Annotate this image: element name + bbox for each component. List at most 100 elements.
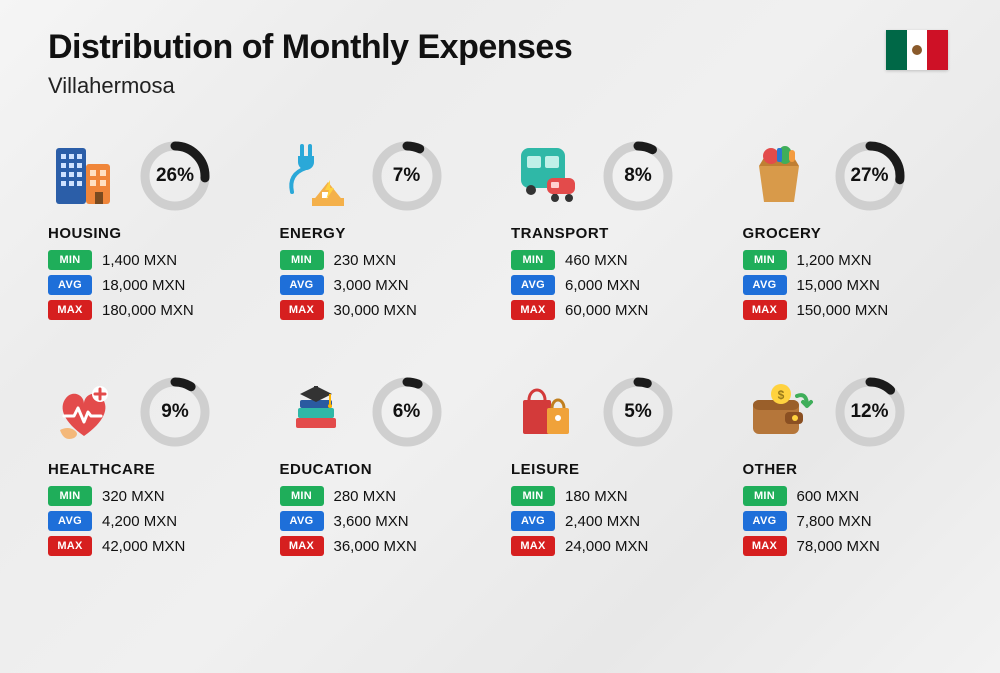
avg-tag: AVG: [743, 511, 787, 531]
page-subtitle: Villahermosa: [48, 73, 952, 99]
avg-value: 15,000 MXN: [797, 277, 880, 294]
min-value: 320 MXN: [102, 488, 165, 505]
avg-tag: AVG: [511, 275, 555, 295]
category-label: TRANSPORT: [511, 225, 721, 242]
max-value: 180,000 MXN: [102, 302, 194, 319]
max-tag: MAX: [48, 300, 92, 320]
max-tag: MAX: [48, 536, 92, 556]
percent-value: 7%: [370, 139, 444, 213]
category-label: LEISURE: [511, 461, 721, 478]
category-card-housing: 26% HOUSING MIN 1,400 MXN AVG 18,000 MXN…: [48, 137, 258, 325]
max-value: 42,000 MXN: [102, 538, 185, 555]
max-tag: MAX: [743, 300, 787, 320]
stat-row-min: MIN 1,200 MXN: [743, 250, 953, 270]
education-icon: [280, 376, 352, 448]
max-value: 60,000 MXN: [565, 302, 648, 319]
stat-row-min: MIN 1,400 MXN: [48, 250, 258, 270]
min-tag: MIN: [743, 250, 787, 270]
max-value: 30,000 MXN: [334, 302, 417, 319]
grocery-icon: [743, 140, 815, 212]
percent-donut: 12%: [833, 375, 907, 449]
percent-donut: 6%: [370, 375, 444, 449]
avg-value: 2,400 MXN: [565, 513, 640, 530]
page-title: Distribution of Monthly Expenses: [48, 28, 952, 67]
min-value: 1,400 MXN: [102, 252, 177, 269]
stat-row-max: MAX 42,000 MXN: [48, 536, 258, 556]
percent-value: 8%: [601, 139, 675, 213]
min-tag: MIN: [48, 486, 92, 506]
mexico-flag-icon: [886, 30, 948, 70]
leisure-icon: [511, 376, 583, 448]
min-tag: MIN: [280, 486, 324, 506]
bus-icon: [511, 140, 583, 212]
stat-row-min: MIN 460 MXN: [511, 250, 721, 270]
svg-text:$: $: [777, 388, 784, 402]
category-card-leisure: 5% LEISURE MIN 180 MXN AVG 2,400 MXN MAX…: [511, 373, 721, 561]
category-card-transport: 8% TRANSPORT MIN 460 MXN AVG 6,000 MXN M…: [511, 137, 721, 325]
max-tag: MAX: [280, 536, 324, 556]
avg-value: 18,000 MXN: [102, 277, 185, 294]
avg-tag: AVG: [743, 275, 787, 295]
percent-donut: 7%: [370, 139, 444, 213]
avg-tag: AVG: [511, 511, 555, 531]
stat-row-min: MIN 230 MXN: [280, 250, 490, 270]
stat-row-max: MAX 24,000 MXN: [511, 536, 721, 556]
healthcare-icon: [48, 376, 120, 448]
stat-row-avg: AVG 18,000 MXN: [48, 275, 258, 295]
avg-tag: AVG: [280, 275, 324, 295]
max-tag: MAX: [280, 300, 324, 320]
stat-row-max: MAX 78,000 MXN: [743, 536, 953, 556]
min-value: 280 MXN: [334, 488, 397, 505]
stat-row-avg: AVG 7,800 MXN: [743, 511, 953, 531]
max-tag: MAX: [511, 300, 555, 320]
avg-tag: AVG: [280, 511, 324, 531]
category-card-other: $ 12% OTHER MIN 600 MXN AVG 7,800 MXN MA…: [743, 373, 953, 561]
stat-row-min: MIN 320 MXN: [48, 486, 258, 506]
max-tag: MAX: [743, 536, 787, 556]
category-card-energy: 7% ENERGY MIN 230 MXN AVG 3,000 MXN MAX …: [280, 137, 490, 325]
stat-row-avg: AVG 3,600 MXN: [280, 511, 490, 531]
stat-row-max: MAX 60,000 MXN: [511, 300, 721, 320]
stat-row-min: MIN 180 MXN: [511, 486, 721, 506]
stat-row-max: MAX 36,000 MXN: [280, 536, 490, 556]
max-value: 24,000 MXN: [565, 538, 648, 555]
percent-donut: 27%: [833, 139, 907, 213]
percent-value: 27%: [833, 139, 907, 213]
max-value: 150,000 MXN: [797, 302, 889, 319]
min-value: 460 MXN: [565, 252, 628, 269]
stat-row-avg: AVG 15,000 MXN: [743, 275, 953, 295]
max-value: 78,000 MXN: [797, 538, 880, 555]
max-value: 36,000 MXN: [334, 538, 417, 555]
category-card-grocery: 27% GROCERY MIN 1,200 MXN AVG 15,000 MXN…: [743, 137, 953, 325]
stat-row-max: MAX 150,000 MXN: [743, 300, 953, 320]
category-grid: 26% HOUSING MIN 1,400 MXN AVG 18,000 MXN…: [48, 137, 952, 561]
max-tag: MAX: [511, 536, 555, 556]
stat-row-avg: AVG 4,200 MXN: [48, 511, 258, 531]
percent-value: 9%: [138, 375, 212, 449]
percent-donut: 5%: [601, 375, 675, 449]
min-value: 1,200 MXN: [797, 252, 872, 269]
stat-row-avg: AVG 2,400 MXN: [511, 511, 721, 531]
stat-row-min: MIN 280 MXN: [280, 486, 490, 506]
percent-donut: 26%: [138, 139, 212, 213]
category-label: HEALTHCARE: [48, 461, 258, 478]
min-tag: MIN: [511, 250, 555, 270]
stat-row-avg: AVG 3,000 MXN: [280, 275, 490, 295]
percent-value: 12%: [833, 375, 907, 449]
avg-tag: AVG: [48, 275, 92, 295]
category-label: GROCERY: [743, 225, 953, 242]
category-card-education: 6% EDUCATION MIN 280 MXN AVG 3,600 MXN M…: [280, 373, 490, 561]
building-icon: [48, 140, 120, 212]
avg-value: 6,000 MXN: [565, 277, 640, 294]
avg-value: 4,200 MXN: [102, 513, 177, 530]
min-tag: MIN: [48, 250, 92, 270]
min-tag: MIN: [280, 250, 324, 270]
category-label: OTHER: [743, 461, 953, 478]
category-card-healthcare: 9% HEALTHCARE MIN 320 MXN AVG 4,200 MXN …: [48, 373, 258, 561]
wallet-icon: $: [743, 376, 815, 448]
category-label: ENERGY: [280, 225, 490, 242]
avg-value: 3,600 MXN: [334, 513, 409, 530]
percent-value: 26%: [138, 139, 212, 213]
avg-value: 3,000 MXN: [334, 277, 409, 294]
stat-row-avg: AVG 6,000 MXN: [511, 275, 721, 295]
